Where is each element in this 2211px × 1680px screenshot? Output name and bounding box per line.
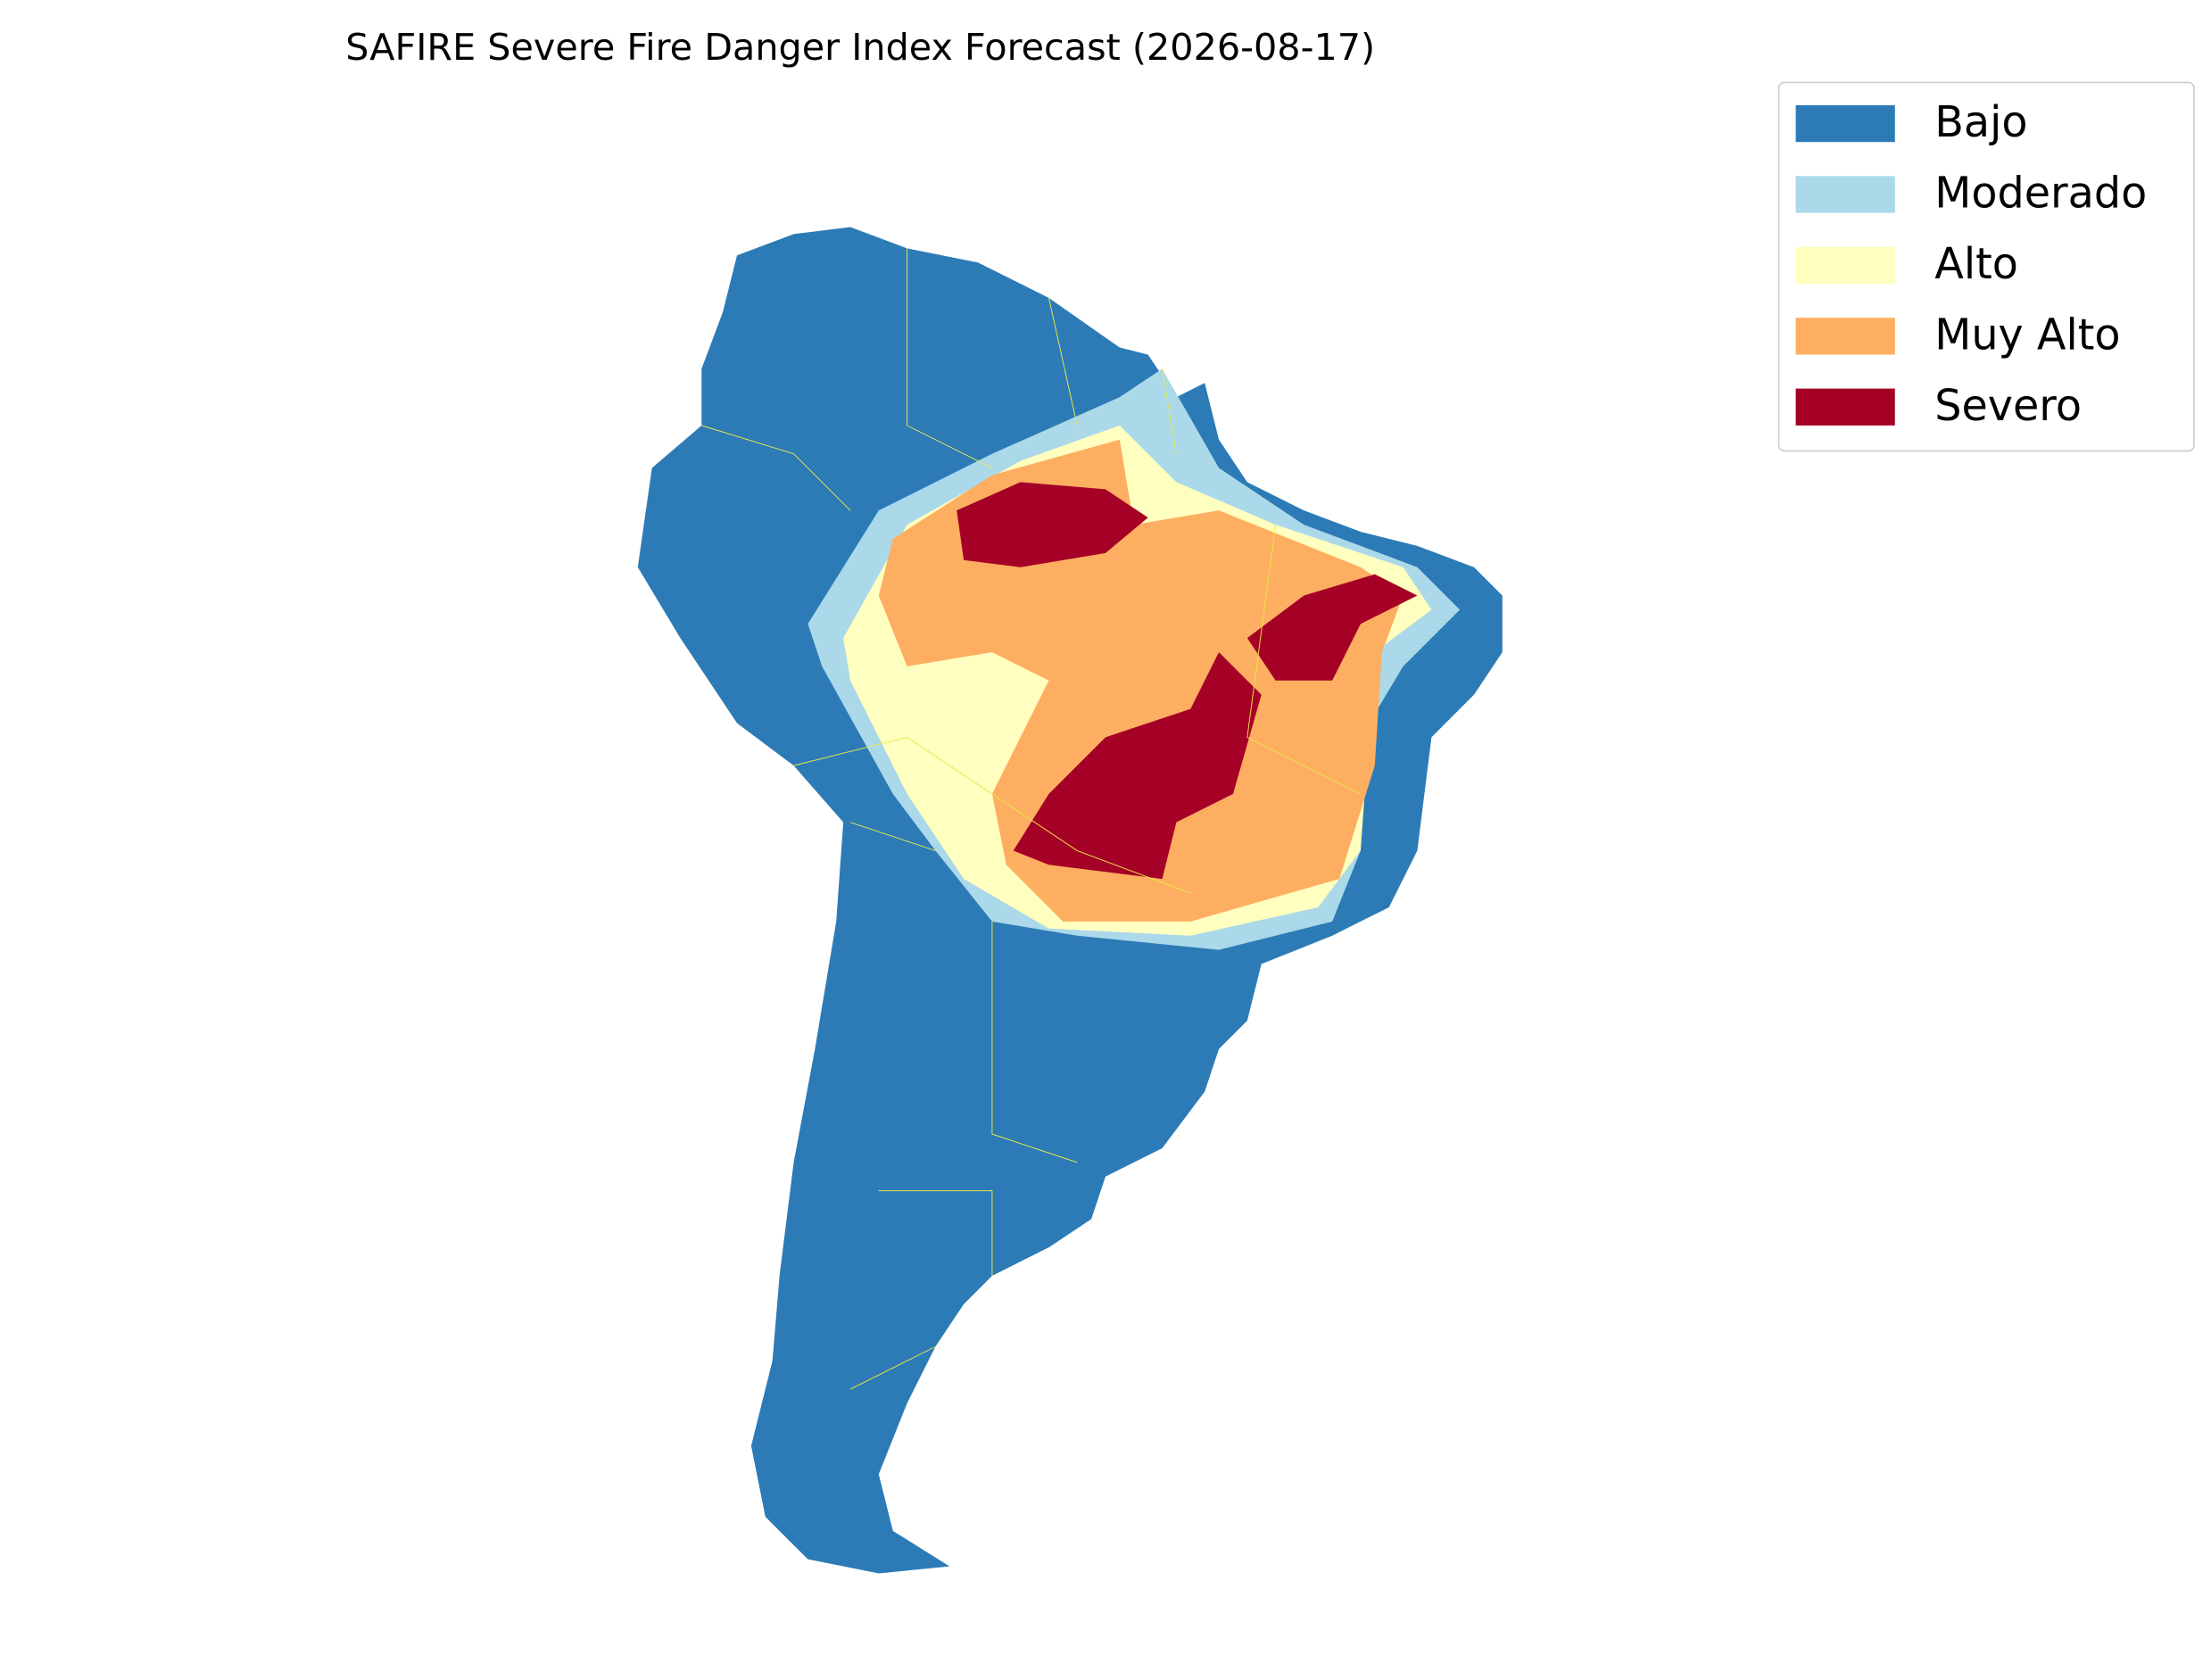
region-severo	[1246, 574, 1418, 681]
legend-swatch	[1795, 104, 1895, 143]
legend-box	[1777, 81, 2195, 452]
legend-swatch	[1795, 388, 1895, 426]
legend-label: Bajo	[1934, 98, 2027, 147]
map-title: SAFIRE Severe Fire Danger Index Forecast…	[345, 26, 1375, 69]
legend-label: Severo	[1934, 382, 2082, 431]
map	[637, 227, 1503, 1574]
legend-label: Alto	[1934, 240, 2018, 289]
country-borders	[701, 248, 1362, 1390]
legend: Bajo Moderado Alto Muy Alto Severo	[1777, 81, 2195, 452]
legend-swatch	[1795, 318, 1895, 355]
legend-swatch	[1795, 176, 1895, 213]
region-severo	[956, 482, 1148, 567]
legend-swatch	[1795, 246, 1895, 285]
region-severo	[1013, 652, 1262, 880]
legend-label: Muy Alto	[1934, 310, 2120, 360]
legend-label: Moderado	[1934, 170, 2147, 219]
